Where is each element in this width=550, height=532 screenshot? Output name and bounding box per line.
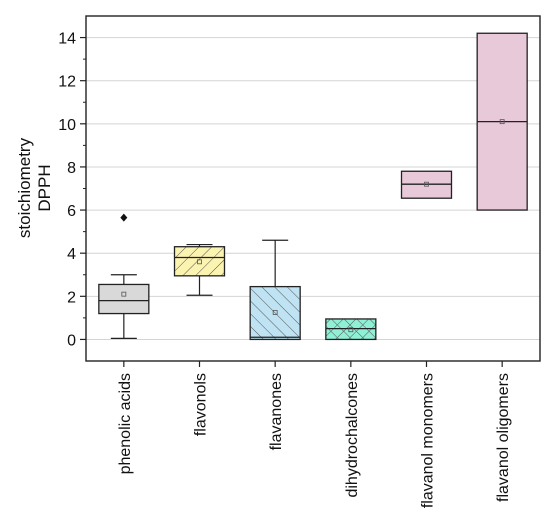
box-3 [325,318,377,341]
y-tick-label: 0 [67,332,76,349]
x-tick-label: phenolic acids [117,373,134,474]
x-axis: phenolic acids flavonols flavanones dihydro… [117,361,512,508]
box-outline [98,283,150,315]
x-tick-label: flavonols [193,373,210,436]
mean-marker [499,119,505,125]
box-series [98,32,528,341]
y-tick-label: 4 [67,246,76,263]
y-tick-label: 2 [67,289,76,306]
box-1 [173,243,226,296]
plot-frame [85,15,541,362]
mean-marker [272,310,278,315]
y-axis-label-line2: DPPH [35,164,54,211]
y-tick-label: 14 [58,31,76,48]
box-outline [173,246,226,277]
box-hatch [250,286,301,340]
x-tick-label: flavanol monomers [420,373,437,508]
box-4 [400,170,453,199]
x-tick-label: flavanones [268,373,285,450]
mean-marker [197,259,202,265]
box-0 [98,213,150,339]
box-2 [249,239,301,341]
x-tick-label: dihydrochalcones [344,373,361,498]
mean-marker [121,291,127,297]
y-axis-label-line1: stoichiometry [15,137,34,238]
mean-marker [424,181,429,187]
box-outline [249,285,301,341]
outlier-point [120,213,128,222]
mean-marker [348,327,354,333]
gridlines [86,37,540,340]
x-tick-label: flavanol oligomers [495,373,512,502]
y-tick-label: 6 [67,203,76,220]
y-tick-label: 10 [58,117,76,134]
y-tick-label: 12 [58,74,76,91]
y-axis: 0 2 4 6 8 10 12 14 [58,31,86,349]
y-tick-label: 8 [67,160,76,177]
box-fill [98,284,149,314]
box-hatch [174,246,225,276]
box-5 [476,32,528,211]
